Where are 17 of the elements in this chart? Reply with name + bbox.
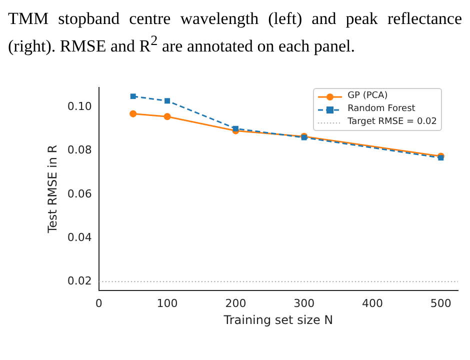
- y-tick-label: 0.10: [67, 100, 92, 113]
- x-tick-label: 100: [156, 296, 178, 310]
- x-tick-label: 500: [430, 296, 452, 310]
- text: TMM stopband centre wavelength (left) and peak reflectance (right). RMSE and R$^{2}$ are annotated on each panel.: [8, 8, 462, 58]
- y-tick-label: 0.06: [67, 186, 92, 200]
- x-tick-label: 300: [294, 296, 315, 310]
- x-tick-label: 0: [95, 296, 102, 310]
- y-tick-label: 0.02: [67, 274, 92, 288]
- y-axis-title: Test RMSE in R: [45, 144, 60, 234]
- x-tick-label: 200: [225, 296, 246, 310]
- y-tick-label: 0.08: [67, 143, 92, 156]
- x-axis-title: Training set size N: [222, 312, 334, 327]
- legend-label: Target RMSE = 0.02: [348, 116, 437, 130]
- legend-label: GP (PCA): [348, 90, 388, 104]
- x-tick-label: 400: [362, 296, 383, 310]
- legend-label: Random Forest: [348, 103, 416, 116]
- y-tick-label: 0.04: [67, 230, 92, 244]
